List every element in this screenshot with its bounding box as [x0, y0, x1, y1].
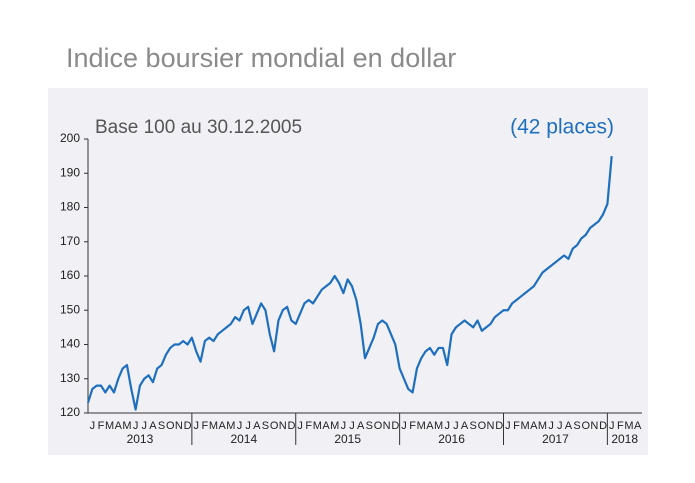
- y-tick-label: 200: [60, 131, 80, 145]
- x-tick-label: J: [557, 420, 563, 432]
- y-tick-label: 170: [60, 234, 80, 248]
- chart-subtitle: Base 100 au 30.12.2005: [95, 117, 302, 138]
- x-tick-label: D: [391, 420, 399, 432]
- year-label: 2016: [438, 432, 465, 446]
- x-tick-label: O: [166, 420, 175, 432]
- x-tick-label: J: [237, 420, 243, 432]
- y-tick-label: 120: [60, 405, 80, 419]
- x-tick-label: A: [149, 420, 157, 432]
- x-tick-label: S: [158, 420, 165, 432]
- x-tick-label: O: [270, 420, 279, 432]
- x-tick-label: F: [617, 420, 624, 432]
- x-tick-label: M: [105, 420, 114, 432]
- x-tick-label: A: [322, 420, 330, 432]
- x-tick-label: J: [548, 420, 554, 432]
- x-tick-label: F: [98, 420, 105, 432]
- x-tick-label: J: [401, 420, 407, 432]
- x-tick-label: J: [341, 420, 347, 432]
- x-tick-label: D: [287, 420, 295, 432]
- x-tick-label: M: [538, 420, 547, 432]
- data-line: [86, 156, 613, 411]
- x-tick-label: J: [609, 420, 615, 432]
- x-tick-label: N: [279, 420, 287, 432]
- x-tick-label: J: [245, 420, 251, 432]
- year-label: 2014: [230, 432, 257, 446]
- x-tick-label: M: [624, 420, 633, 432]
- x-tick-label: A: [530, 420, 538, 432]
- y-tick-label: 180: [60, 200, 80, 214]
- x-tick-label: N: [487, 420, 495, 432]
- x-tick-label: D: [495, 420, 503, 432]
- x-tick-label: M: [313, 420, 322, 432]
- chart-title: Indice boursier mondial en dollar: [66, 43, 456, 73]
- x-tick-label: N: [175, 420, 183, 432]
- x-tick-label: J: [349, 420, 355, 432]
- x-tick-label: J: [193, 420, 199, 432]
- x-tick-label: J: [505, 420, 511, 432]
- x-tick-label: N: [590, 420, 598, 432]
- x-tick-label: A: [253, 420, 261, 432]
- x-tick-label: A: [634, 420, 642, 432]
- x-tick-label: A: [219, 420, 227, 432]
- x-tick-label: S: [573, 420, 580, 432]
- year-label: 2017: [542, 432, 569, 446]
- x-tick-label: J: [444, 420, 450, 432]
- x-tick-label: J: [133, 420, 139, 432]
- x-tick-label: J: [142, 420, 148, 432]
- x-tick-label: M: [209, 420, 218, 432]
- x-tick-label: F: [305, 420, 312, 432]
- x-tick-label: J: [453, 420, 459, 432]
- x-tick-label: O: [581, 420, 590, 432]
- x-tick-label: F: [513, 420, 520, 432]
- y-tick-label: 160: [60, 268, 80, 282]
- x-tick-label: M: [122, 420, 131, 432]
- year-label: 2013: [127, 432, 154, 446]
- x-tick-label: A: [565, 420, 573, 432]
- y-tick-label: 130: [60, 371, 80, 385]
- x-tick-label: S: [366, 420, 373, 432]
- x-tick-label: F: [201, 420, 208, 432]
- y-tick-label: 190: [60, 165, 80, 179]
- x-tick-label: M: [417, 420, 426, 432]
- x-tick-label: D: [599, 420, 607, 432]
- y-tick-label: 140: [60, 337, 80, 351]
- x-tick-label: A: [115, 420, 123, 432]
- year-label: 2015: [334, 432, 361, 446]
- year-label: 2018: [611, 432, 638, 446]
- x-tick-label: A: [461, 420, 469, 432]
- x-tick-label: J: [90, 420, 96, 432]
- x-tick-label: O: [374, 420, 383, 432]
- x-tick-label: S: [470, 420, 477, 432]
- y-tick-label: 150: [60, 302, 80, 316]
- x-tick-label: M: [226, 420, 235, 432]
- x-tick-label: J: [297, 420, 303, 432]
- x-tick-label: D: [184, 420, 192, 432]
- x-tick-label: M: [434, 420, 443, 432]
- x-tick-label: M: [330, 420, 339, 432]
- x-tick-label: A: [426, 420, 434, 432]
- chart-panel: [48, 88, 648, 455]
- annotation: (42 places): [510, 116, 614, 139]
- x-tick-label: A: [357, 420, 365, 432]
- x-tick-label: F: [409, 420, 416, 432]
- x-tick-label: N: [383, 420, 391, 432]
- x-tick-label: O: [478, 420, 487, 432]
- x-tick-label: M: [521, 420, 530, 432]
- x-tick-label: S: [262, 420, 269, 432]
